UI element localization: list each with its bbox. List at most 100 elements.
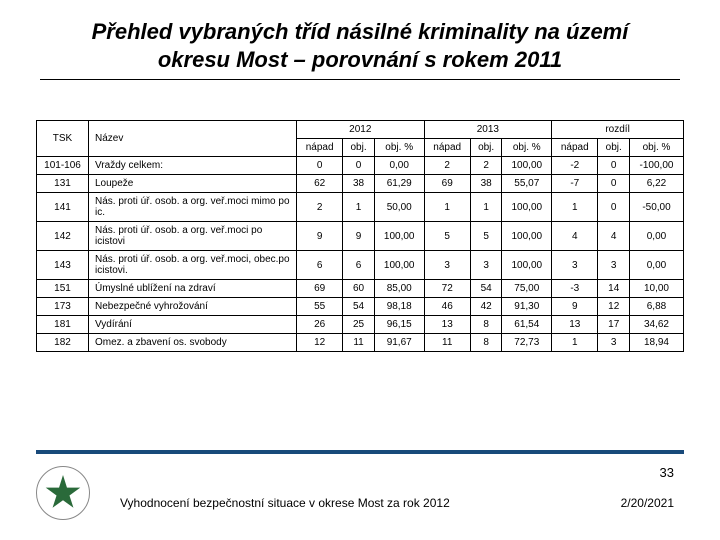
cell-a0: 26 (297, 316, 343, 334)
cell-c1: 0 (598, 157, 630, 175)
cell-c2: 34,62 (629, 316, 683, 334)
cell-nazev: Loupeže (89, 175, 297, 193)
cell-c0: -3 (552, 280, 598, 298)
cell-b2: 72,73 (502, 334, 552, 352)
cell-a2: 50,00 (374, 193, 424, 222)
cell-b2: 91,30 (502, 298, 552, 316)
logo-star-icon (45, 475, 81, 511)
cell-b2: 100,00 (502, 222, 552, 251)
cell-tsk: 143 (37, 251, 89, 280)
cell-b1: 3 (470, 251, 502, 280)
col-obj-3: obj. (598, 139, 630, 157)
cell-b0: 2 (424, 157, 470, 175)
cell-c1: 0 (598, 193, 630, 222)
cell-b2: 75,00 (502, 280, 552, 298)
cell-a1: 60 (343, 280, 375, 298)
cell-b0: 3 (424, 251, 470, 280)
table-header-row-1: TSK Název 2012 2013 rozdíl (37, 121, 684, 139)
col-group-2012: 2012 (297, 121, 425, 139)
cell-c0: 13 (552, 316, 598, 334)
cell-a0: 6 (297, 251, 343, 280)
cell-a0: 12 (297, 334, 343, 352)
cell-nazev: Omez. a zbavení os. svobody (89, 334, 297, 352)
cell-nazev: Nebezpečné vyhrožování (89, 298, 297, 316)
cell-nazev: Vydírání (89, 316, 297, 334)
cell-b0: 1 (424, 193, 470, 222)
cell-nazev: Nás. proti úř. osob. a org. veř.moci mim… (89, 193, 297, 222)
cell-b1: 8 (470, 316, 502, 334)
col-group-2013: 2013 (424, 121, 552, 139)
cell-b0: 5 (424, 222, 470, 251)
cell-a1: 11 (343, 334, 375, 352)
logo-circle (36, 466, 90, 520)
col-napad-3: nápad (552, 139, 598, 157)
cell-c1: 3 (598, 334, 630, 352)
cell-b1: 2 (470, 157, 502, 175)
cell-c0: -2 (552, 157, 598, 175)
cell-nazev: Nás. proti úř. osob. a org. veř.moci, ob… (89, 251, 297, 280)
table-row: 131Loupeže623861,29693855,07-706,22 (37, 175, 684, 193)
cell-a2: 100,00 (374, 251, 424, 280)
cell-c2: 6,88 (629, 298, 683, 316)
page-title: Přehled vybraných tříd násilné kriminali… (36, 18, 684, 73)
cell-nazev: Nás. proti úř. osob. a org. veř.moci po … (89, 222, 297, 251)
cell-tsk: 101-106 (37, 157, 89, 175)
cell-a0: 9 (297, 222, 343, 251)
police-logo (36, 466, 90, 520)
cell-b2: 61,54 (502, 316, 552, 334)
cell-b1: 8 (470, 334, 502, 352)
cell-b0: 13 (424, 316, 470, 334)
cell-a0: 69 (297, 280, 343, 298)
title-line-1: Přehled vybraných tříd násilné kriminali… (92, 19, 629, 44)
col-objpct-3: obj. % (629, 139, 683, 157)
cell-c1: 17 (598, 316, 630, 334)
cell-b2: 100,00 (502, 157, 552, 175)
footer-date: 2/20/2021 (621, 496, 674, 510)
cell-b1: 38 (470, 175, 502, 193)
cell-a2: 61,29 (374, 175, 424, 193)
col-group-diff: rozdíl (552, 121, 684, 139)
cell-c0: 3 (552, 251, 598, 280)
cell-a1: 9 (343, 222, 375, 251)
cell-a2: 91,67 (374, 334, 424, 352)
cell-a1: 6 (343, 251, 375, 280)
cell-a2: 85,00 (374, 280, 424, 298)
cell-tsk: 173 (37, 298, 89, 316)
table-row: 182Omez. a zbavení os. svobody121191,671… (37, 334, 684, 352)
table-row: 101-106Vraždy celkem:000,0022100,00-20-1… (37, 157, 684, 175)
cell-b0: 46 (424, 298, 470, 316)
cell-c2: 0,00 (629, 222, 683, 251)
cell-c0: 9 (552, 298, 598, 316)
col-objpct-1: obj. % (374, 139, 424, 157)
data-table: TSK Název 2012 2013 rozdíl nápad obj. ob… (36, 120, 684, 352)
cell-c1: 12 (598, 298, 630, 316)
cell-b1: 54 (470, 280, 502, 298)
cell-tsk: 131 (37, 175, 89, 193)
table-row: 142Nás. proti úř. osob. a org. veř.moci … (37, 222, 684, 251)
cell-tsk: 182 (37, 334, 89, 352)
cell-b1: 1 (470, 193, 502, 222)
cell-b0: 72 (424, 280, 470, 298)
cell-a0: 2 (297, 193, 343, 222)
cell-c2: 6,22 (629, 175, 683, 193)
table-row: 181Vydírání262596,1513861,54131734,62 (37, 316, 684, 334)
cell-c0: 4 (552, 222, 598, 251)
title-underline (40, 79, 680, 80)
cell-nazev: Úmyslné ublížení na zdraví (89, 280, 297, 298)
page-number: 33 (660, 465, 674, 480)
table-body: 101-106Vraždy celkem:000,0022100,00-20-1… (37, 157, 684, 352)
col-obj-2: obj. (470, 139, 502, 157)
cell-a1: 25 (343, 316, 375, 334)
cell-c1: 3 (598, 251, 630, 280)
cell-a2: 96,15 (374, 316, 424, 334)
cell-a0: 55 (297, 298, 343, 316)
cell-a0: 0 (297, 157, 343, 175)
cell-b1: 5 (470, 222, 502, 251)
cell-c1: 0 (598, 175, 630, 193)
table-row: 143Nás. proti úř. osob. a org. veř.moci,… (37, 251, 684, 280)
cell-tsk: 151 (37, 280, 89, 298)
cell-b1: 42 (470, 298, 502, 316)
col-tsk: TSK (37, 121, 89, 157)
table-row: 173Nebezpečné vyhrožování555498,18464291… (37, 298, 684, 316)
cell-tsk: 141 (37, 193, 89, 222)
